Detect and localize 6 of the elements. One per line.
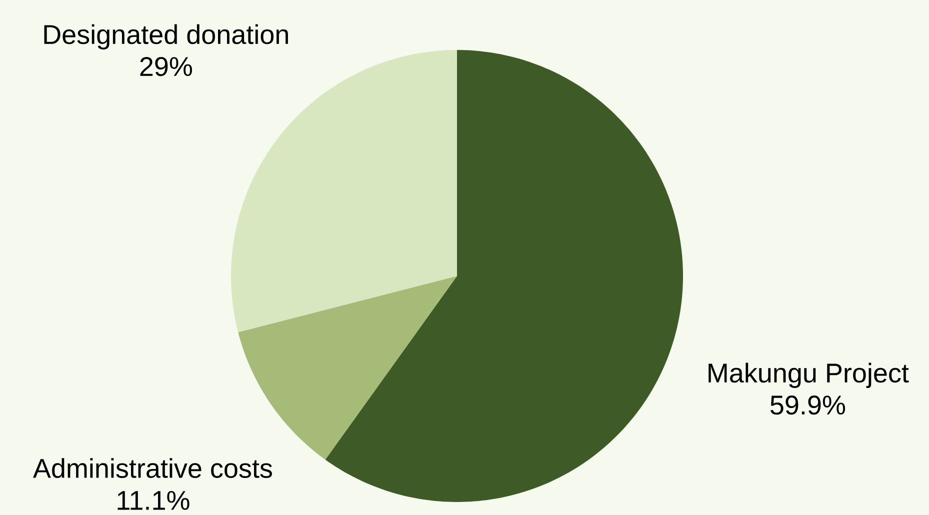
data-label: 59.9% (770, 396, 846, 415)
data-label: 29% (140, 57, 192, 76)
slice-label: Makungu Project (708, 362, 909, 388)
slice-label: Designated donation (44, 24, 288, 50)
data-label: 11.1% (118, 490, 190, 510)
slice-label: Administrative costs (32, 458, 272, 478)
